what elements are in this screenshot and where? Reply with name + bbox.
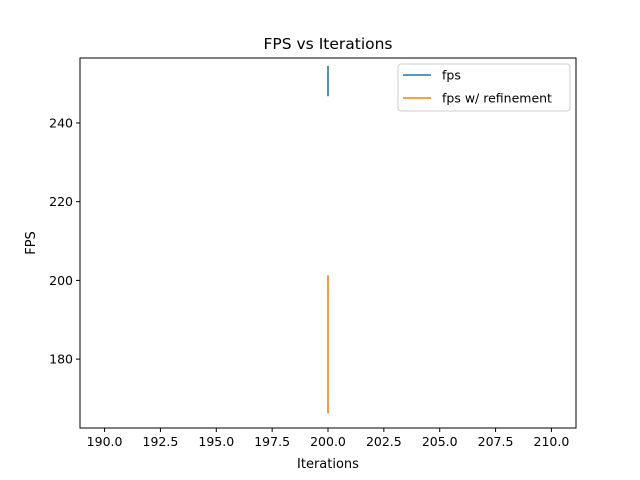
legend-box: [397, 63, 571, 112]
x-tick-label: 195.0: [198, 434, 234, 449]
x-axis-label: Iterations: [297, 457, 359, 472]
x-tick-label: 207.5: [478, 434, 514, 449]
y-tick-label: 180: [49, 352, 73, 367]
legend: fps fps w/ refinement: [397, 63, 571, 112]
x-tick-label: 210.0: [534, 434, 570, 449]
x-tick-label: 192.5: [143, 434, 179, 449]
x-tick-label: 200.0: [310, 434, 346, 449]
y-tick-label: 240: [49, 115, 73, 130]
y-tick-label: 200: [49, 273, 73, 288]
chart-title: FPS vs Iterations: [263, 35, 392, 53]
x-tick-label: 205.0: [422, 434, 458, 449]
x-tick-label: 190.0: [87, 434, 123, 449]
x-tick-label: 197.5: [254, 434, 290, 449]
y-axis-ticks: 180 200 220 240: [49, 115, 80, 367]
legend-label-0: fps: [442, 68, 461, 83]
x-axis-ticks: 190.0 192.5 195.0 197.5 200.0 202.5 205.0 207.5…: [87, 428, 570, 449]
y-axis-label: FPS: [24, 231, 39, 255]
x-tick-label: 202.5: [366, 434, 402, 449]
legend-label-1: fps w/ refinement: [442, 91, 552, 106]
y-tick-label: 220: [49, 194, 73, 209]
